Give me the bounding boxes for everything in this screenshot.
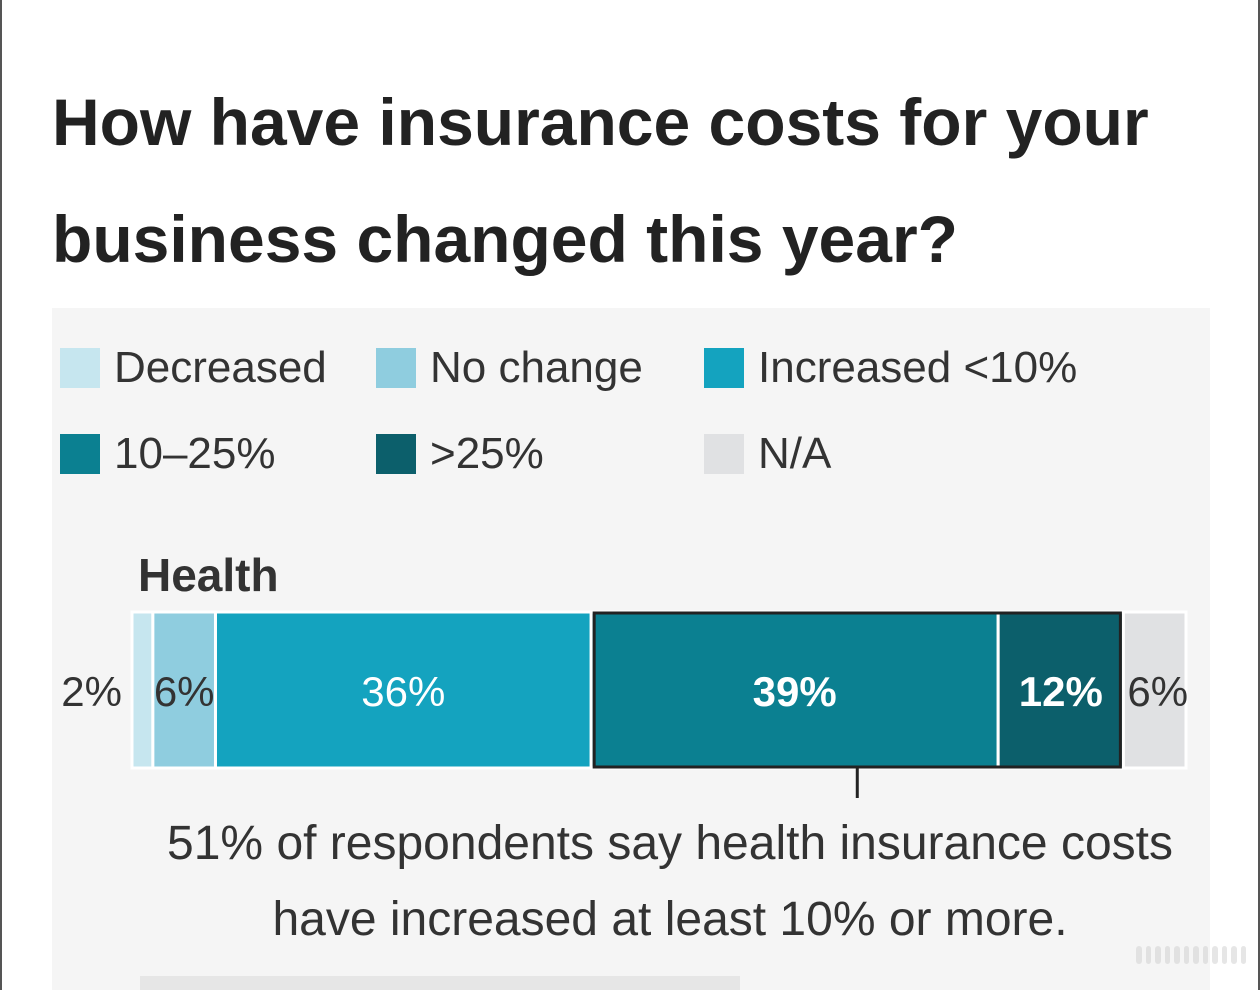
legend-label-decreased: Decreased [114,343,327,392]
legend-label-na: N/A [758,429,832,478]
value-label-4: 12% [1019,668,1103,715]
legend-label-10-25: 10–25% [114,429,276,478]
legend-item-10-25: 10–25% [60,429,276,478]
legend-label-over-25: >25% [430,429,544,478]
bar-segment-1 [151,610,217,770]
legend-swatch-increased-under-10 [704,348,744,388]
watermark-logo [1136,942,1246,968]
legend-swatch-no-change [376,348,416,388]
legend-swatch-10-25 [60,434,100,474]
value-label-1: 6% [154,668,215,715]
legend-item-no-change: No change [376,343,643,392]
legend-item-over-25: >25% [376,429,544,478]
highlight-annotation: 51% of respondents say health insurance … [167,817,1173,946]
legend-label-increased-under-10: Increased <10% [758,343,1078,392]
highlight-box [592,611,1122,769]
value-label-0: 2% [61,668,122,715]
legend-label-no-change: No change [430,343,643,392]
chart-title: How have insurance costs for your busine… [52,85,1149,276]
legend-item-na: N/A [704,429,832,478]
right-border [1258,0,1260,990]
left-border [0,0,2,990]
bar-segment-0 [130,610,155,770]
bar-segment-5 [1121,610,1188,770]
value-label-3: 39% [753,668,837,715]
legend-swatch-na [704,434,744,474]
legend-item-decreased: Decreased [60,343,327,392]
legend-swatch-decreased [60,348,100,388]
value-label-5: 6% [1127,668,1188,715]
category-label-health: Health [138,549,279,601]
legend-swatch-over-25 [376,434,416,474]
bar-segment-2 [213,610,593,770]
legend-item-increased-under-10: Increased <10% [704,343,1078,392]
value-label-2: 36% [361,668,445,715]
footer-source-text [140,976,740,990]
